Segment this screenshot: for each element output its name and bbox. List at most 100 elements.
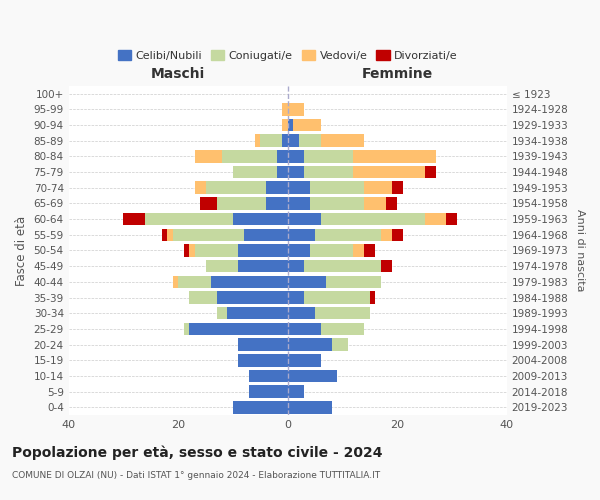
Bar (244, 228, 287, 241)
Bar (287, 244, 310, 257)
Bar (326, 276, 381, 288)
Bar (386, 197, 397, 209)
Y-axis label: Anni di nascita: Anni di nascita (575, 209, 585, 292)
Bar (217, 307, 227, 320)
Bar (287, 228, 315, 241)
Bar (194, 150, 222, 162)
Y-axis label: Fasce di età: Fasce di età (15, 216, 28, 286)
Bar (425, 166, 436, 178)
Bar (287, 322, 320, 335)
Bar (315, 228, 381, 241)
Bar (364, 197, 386, 209)
Legend: Celibi/Nubili, Coniugati/e, Vedovi/e, Divorziati/e: Celibi/Nubili, Coniugati/e, Vedovi/e, Di… (113, 46, 462, 65)
Text: COMUNE DI OLZAI (NU) - Dati ISTAT 1° gennaio 2024 - Elaborazione TUTTITALIA.IT: COMUNE DI OLZAI (NU) - Dati ISTAT 1° gen… (12, 470, 380, 480)
Bar (304, 292, 370, 304)
Bar (287, 292, 304, 304)
Bar (320, 134, 364, 147)
Bar (287, 213, 320, 226)
Bar (217, 197, 266, 209)
Bar (255, 134, 260, 147)
Bar (287, 134, 299, 147)
Bar (238, 244, 287, 257)
Bar (222, 150, 277, 162)
Bar (211, 276, 287, 288)
Bar (287, 354, 320, 366)
Bar (364, 244, 376, 257)
Bar (227, 307, 287, 320)
Bar (304, 166, 353, 178)
Bar (353, 166, 425, 178)
Bar (184, 244, 189, 257)
Bar (194, 182, 206, 194)
Bar (233, 401, 287, 413)
Bar (206, 182, 266, 194)
Bar (162, 228, 167, 241)
Bar (173, 276, 178, 288)
Bar (287, 197, 310, 209)
Bar (287, 370, 337, 382)
Text: Femmine: Femmine (362, 67, 433, 81)
Bar (189, 292, 217, 304)
Bar (266, 182, 287, 194)
Bar (189, 244, 194, 257)
Bar (287, 166, 304, 178)
Bar (194, 244, 238, 257)
Bar (287, 386, 304, 398)
Bar (370, 292, 376, 304)
Text: Maschi: Maschi (151, 67, 205, 81)
Bar (293, 119, 320, 132)
Bar (287, 182, 310, 194)
Bar (282, 134, 287, 147)
Bar (287, 103, 304, 116)
Bar (277, 150, 287, 162)
Bar (178, 276, 211, 288)
Bar (287, 276, 326, 288)
Bar (392, 182, 403, 194)
Bar (381, 260, 392, 272)
Bar (392, 228, 403, 241)
Bar (282, 103, 287, 116)
Bar (315, 307, 370, 320)
Bar (287, 307, 315, 320)
Bar (320, 322, 364, 335)
Bar (320, 213, 425, 226)
Bar (353, 244, 364, 257)
Bar (364, 182, 392, 194)
Bar (304, 260, 381, 272)
Bar (310, 244, 353, 257)
Bar (353, 150, 436, 162)
Bar (200, 197, 217, 209)
Bar (446, 213, 457, 226)
Bar (425, 213, 446, 226)
Bar (145, 213, 233, 226)
Bar (310, 182, 364, 194)
Bar (282, 119, 287, 132)
Bar (167, 228, 173, 241)
Bar (266, 197, 287, 209)
Bar (250, 370, 287, 382)
Bar (250, 386, 287, 398)
Bar (287, 260, 304, 272)
Bar (260, 134, 282, 147)
Bar (124, 213, 145, 226)
Bar (331, 338, 348, 351)
Bar (189, 322, 287, 335)
Bar (173, 228, 244, 241)
Bar (206, 260, 238, 272)
Bar (287, 150, 304, 162)
Bar (287, 338, 331, 351)
Bar (287, 401, 331, 413)
Bar (304, 150, 353, 162)
Bar (217, 292, 287, 304)
Bar (287, 119, 293, 132)
Bar (233, 166, 277, 178)
Bar (310, 197, 364, 209)
Bar (233, 213, 287, 226)
Bar (381, 228, 392, 241)
Bar (184, 322, 189, 335)
Bar (299, 134, 320, 147)
Bar (238, 338, 287, 351)
Bar (238, 354, 287, 366)
Bar (277, 166, 287, 178)
Text: Popolazione per età, sesso e stato civile - 2024: Popolazione per età, sesso e stato civil… (12, 446, 383, 460)
